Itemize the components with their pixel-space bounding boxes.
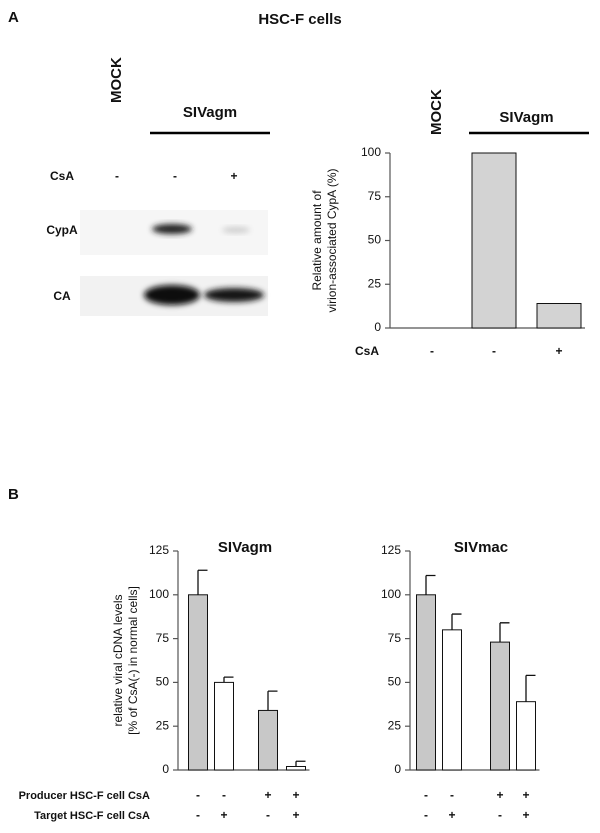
bar — [214, 681, 234, 771]
group-label: SIVagm — [499, 109, 553, 126]
y-tick-label: 25 — [388, 718, 402, 732]
condition: - — [222, 788, 226, 802]
blot-lane-label: MOCK — [108, 57, 125, 103]
condition-label: CsA — [50, 169, 74, 183]
bar — [516, 701, 536, 771]
y-tick-label: 75 — [156, 631, 170, 645]
error-bar — [267, 690, 278, 711]
blot-image — [80, 210, 268, 316]
error-bar — [223, 676, 234, 683]
error-bar — [525, 674, 536, 702]
panel-label: A — [8, 9, 19, 26]
error-bar — [197, 569, 208, 595]
blot-row-label: CypA — [46, 223, 78, 237]
condition: + — [220, 808, 227, 822]
condition: - — [424, 788, 428, 802]
y-tick-label: 75 — [368, 189, 382, 203]
error-bar — [425, 574, 436, 595]
bar — [416, 594, 436, 771]
y-tick-label: 100 — [381, 587, 401, 601]
row-label: Target HSC-F cell CsA — [34, 810, 150, 822]
group-label: MOCK — [428, 89, 445, 135]
bar — [286, 765, 306, 771]
y-tick-label: 0 — [394, 762, 401, 776]
condition: + — [292, 788, 299, 802]
chart-title: SIVagm — [218, 539, 272, 556]
y-tick-label: 50 — [368, 233, 382, 247]
condition: + — [496, 788, 503, 802]
condition-label: CsA — [355, 344, 379, 358]
y-tick-label: 0 — [374, 320, 381, 334]
error-bar — [499, 622, 510, 643]
x-tick-label: + — [555, 344, 562, 358]
condition: - — [498, 808, 502, 822]
y-tick-label: 100 — [149, 587, 169, 601]
x-tick-label: - — [430, 344, 434, 358]
bar — [442, 629, 462, 771]
y-axis-label: [% of CsA(-) in normal cells] — [126, 586, 140, 735]
bar — [536, 303, 582, 329]
panel-title: HSC-F cells — [258, 11, 341, 28]
chart-title: SIVmac — [454, 539, 508, 556]
condition: - — [424, 808, 428, 822]
y-tick-label: 0 — [162, 762, 169, 776]
y-tick-label: 125 — [149, 543, 169, 557]
y-tick-label: 50 — [156, 675, 170, 689]
condition: - — [173, 169, 177, 183]
condition: + — [522, 788, 529, 802]
condition: + — [448, 808, 455, 822]
y-axis-label: relative viral cDNA levels — [111, 594, 125, 726]
y-axis-label: virion-associated CypA (%) — [325, 168, 339, 312]
bar — [188, 594, 208, 771]
row-label: Producer HSC-F cell CsA — [19, 790, 150, 802]
blot-row-label: CA — [53, 289, 71, 303]
condition: + — [522, 808, 529, 822]
error-bar — [295, 760, 306, 767]
bar — [258, 709, 278, 771]
condition: - — [196, 808, 200, 822]
condition: - — [196, 788, 200, 802]
condition: - — [266, 808, 270, 822]
y-tick-label: 25 — [156, 718, 170, 732]
condition: + — [264, 788, 271, 802]
condition: - — [115, 169, 119, 183]
y-axis-label: Relative amount of — [310, 190, 324, 291]
bar — [471, 152, 517, 329]
condition: + — [292, 808, 299, 822]
condition: + — [230, 169, 237, 183]
y-tick-label: 50 — [388, 675, 402, 689]
panel-label: B — [8, 486, 19, 503]
y-tick-label: 125 — [381, 543, 401, 557]
x-tick-label: - — [492, 344, 496, 358]
y-tick-label: 25 — [368, 276, 382, 290]
y-tick-label: 75 — [388, 631, 402, 645]
error-bar — [451, 613, 462, 630]
blot-group-label: SIVagm — [183, 104, 237, 121]
condition: - — [450, 788, 454, 802]
bar — [490, 641, 510, 771]
y-tick-label: 100 — [361, 145, 381, 159]
